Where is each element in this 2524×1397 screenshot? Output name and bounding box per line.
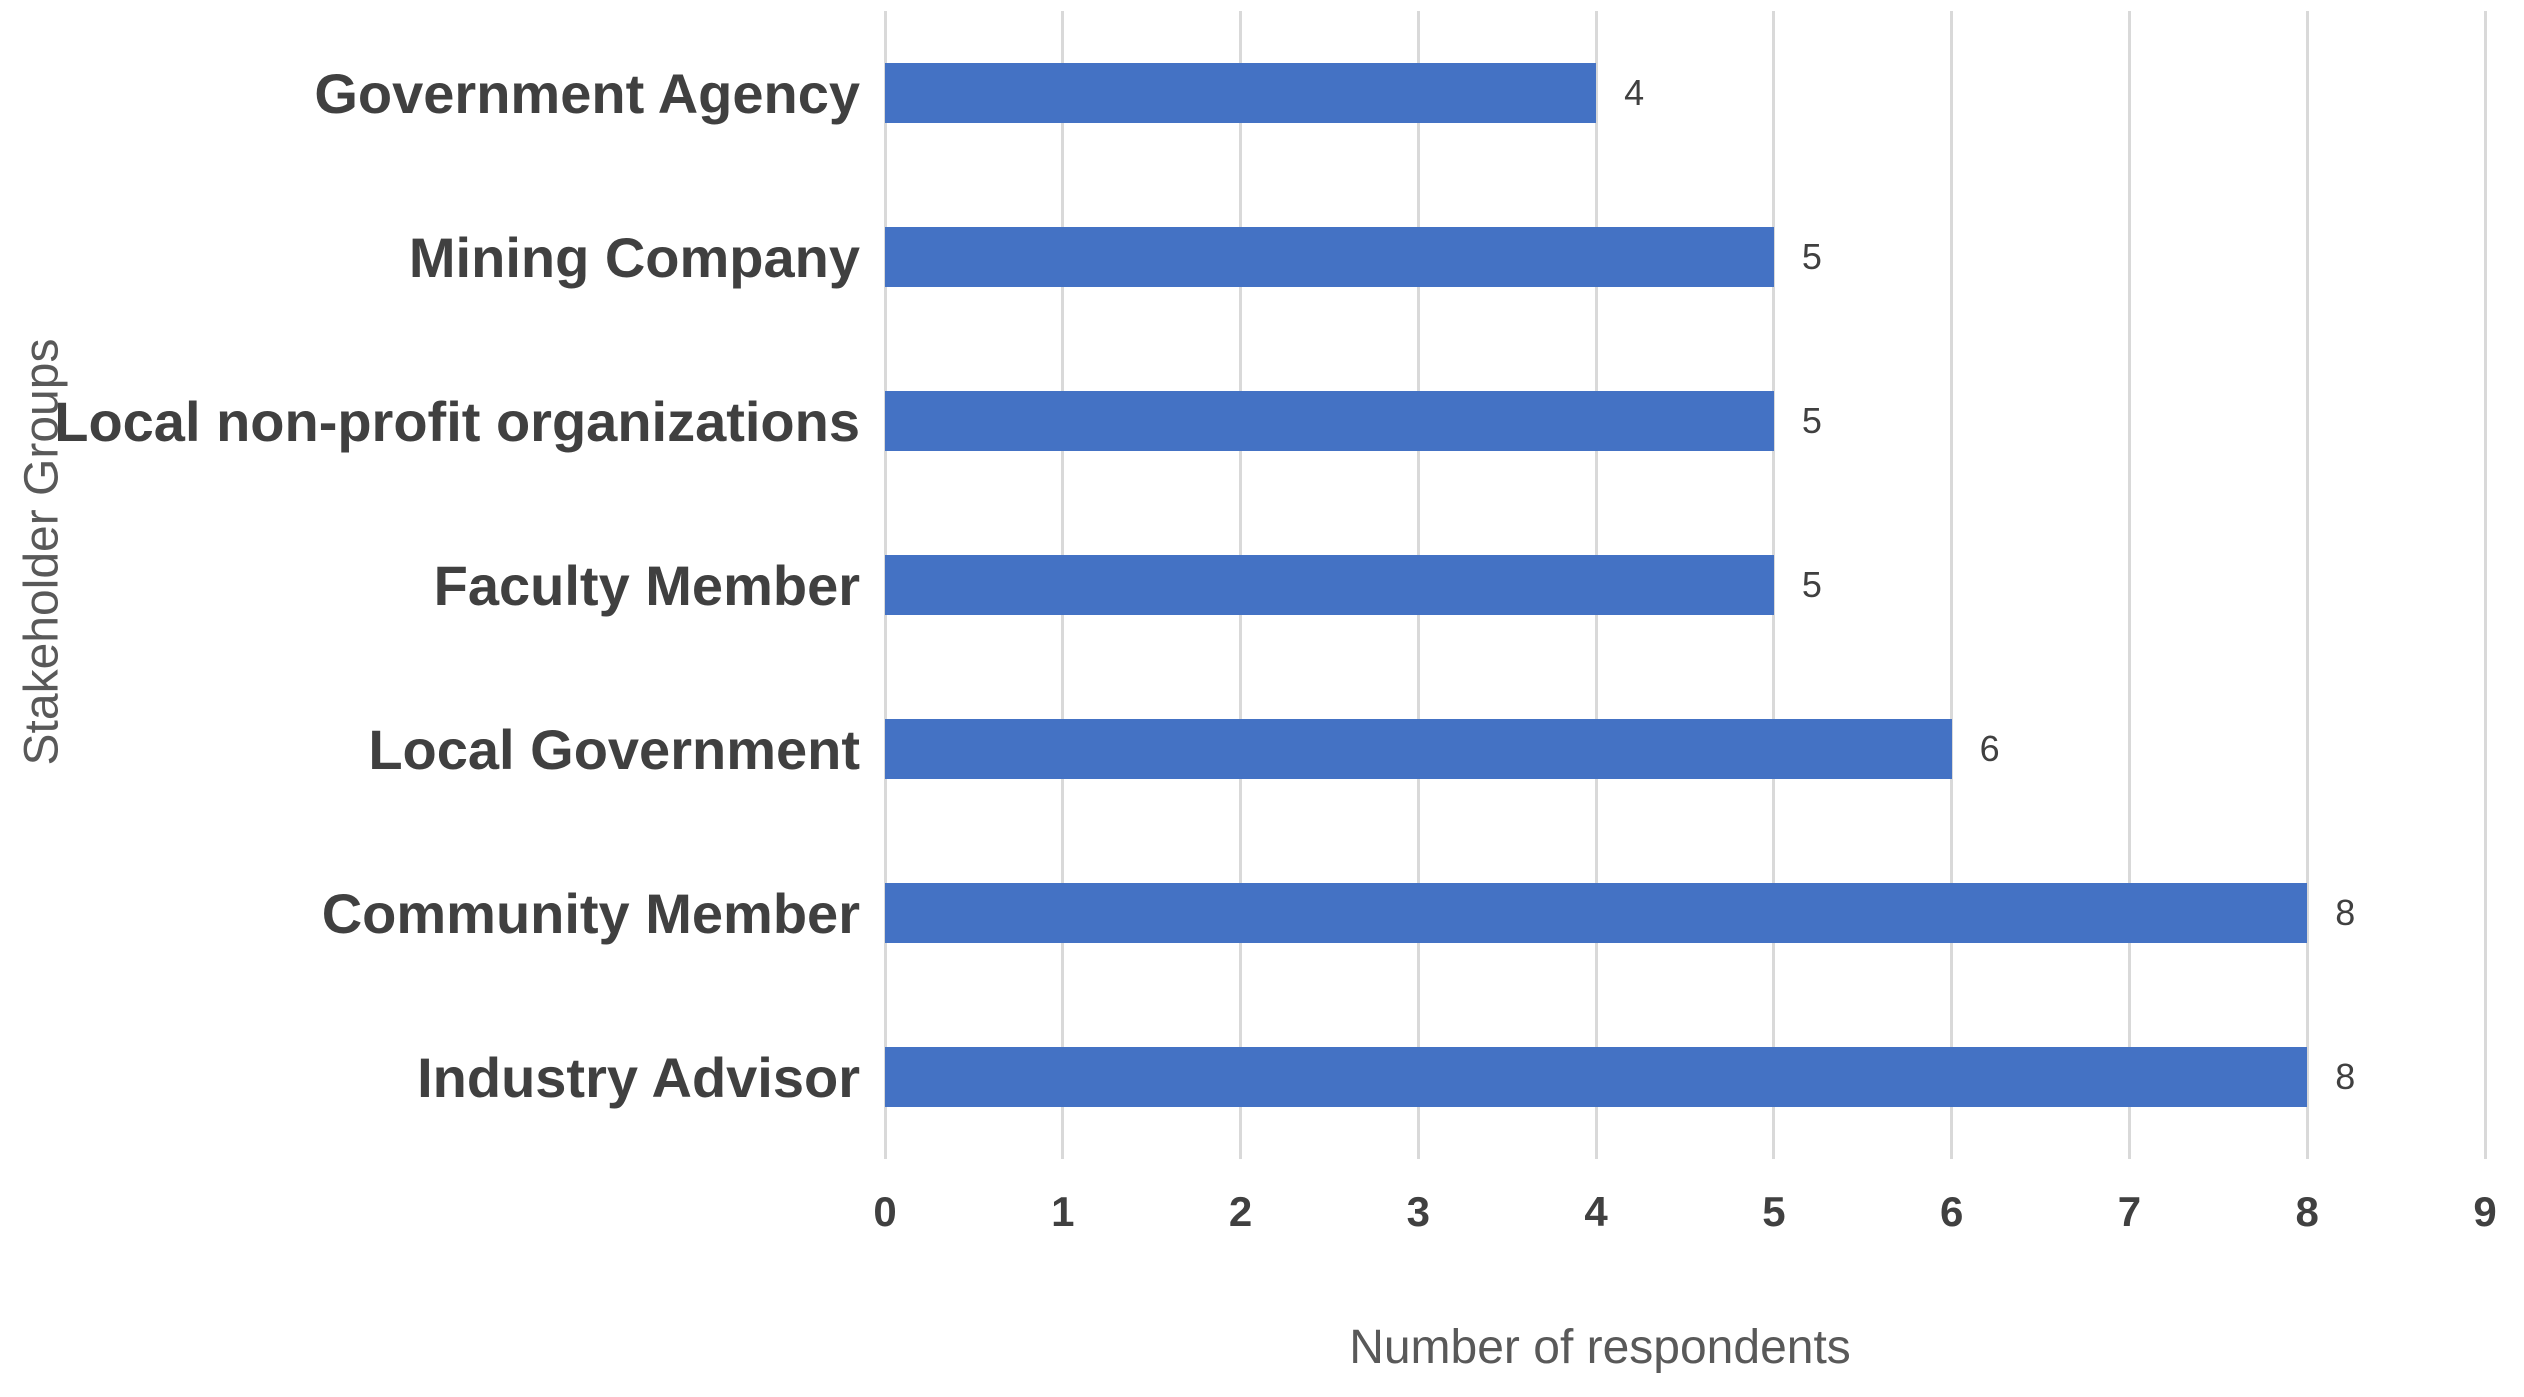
bar: [885, 555, 1774, 615]
x-tick-label: 9: [2473, 1188, 2497, 1235]
bar: [885, 391, 1774, 451]
x-axis-title: Number of respondents: [1349, 1321, 1851, 1374]
x-tick-label: 6: [1939, 1188, 1964, 1235]
category-label: Industry Advisor: [417, 1045, 860, 1109]
bar: [885, 227, 1774, 287]
category-label: Local non-profit organizations: [54, 389, 860, 453]
gridline: [1950, 11, 1954, 1159]
x-tick-label: 2: [1228, 1188, 1253, 1235]
x-tick-label: 4: [1584, 1188, 1608, 1235]
bar: [885, 63, 1597, 123]
gridline: [2127, 11, 2131, 1159]
category-label: Local Government: [368, 717, 860, 781]
value-label: 8: [2335, 892, 2356, 933]
bar: [885, 883, 2308, 943]
gridline: [2483, 11, 2487, 1159]
value-label: 5: [1801, 236, 1822, 277]
value-label: 5: [1801, 400, 1822, 441]
category-label: Community Member: [321, 881, 860, 945]
category-label: Government Agency: [314, 61, 860, 125]
value-label: 5: [1801, 564, 1822, 605]
x-tick-label: 7: [2117, 1188, 2142, 1235]
category-label: Mining Company: [408, 225, 860, 289]
x-tick-label: 5: [1762, 1188, 1786, 1235]
bar: [885, 1047, 2308, 1107]
value-label: 6: [1979, 728, 2000, 769]
x-tick-label: 1: [1051, 1188, 1075, 1235]
value-label: 4: [1624, 72, 1645, 113]
x-tick-label: 3: [1406, 1188, 1430, 1235]
value-label: 8: [2335, 1056, 2356, 1097]
category-label-column: Government Agency Mining Company Local non…: [0, 0, 860, 1397]
plot-area: 4 5 5 5 6 8 8: [883, 11, 2487, 1159]
category-label: Faculty Member: [433, 553, 860, 617]
gridline: [2305, 11, 2309, 1159]
bar: [885, 719, 1952, 779]
gridline: [1772, 11, 1776, 1159]
x-tick-label: 8: [2295, 1188, 2319, 1235]
